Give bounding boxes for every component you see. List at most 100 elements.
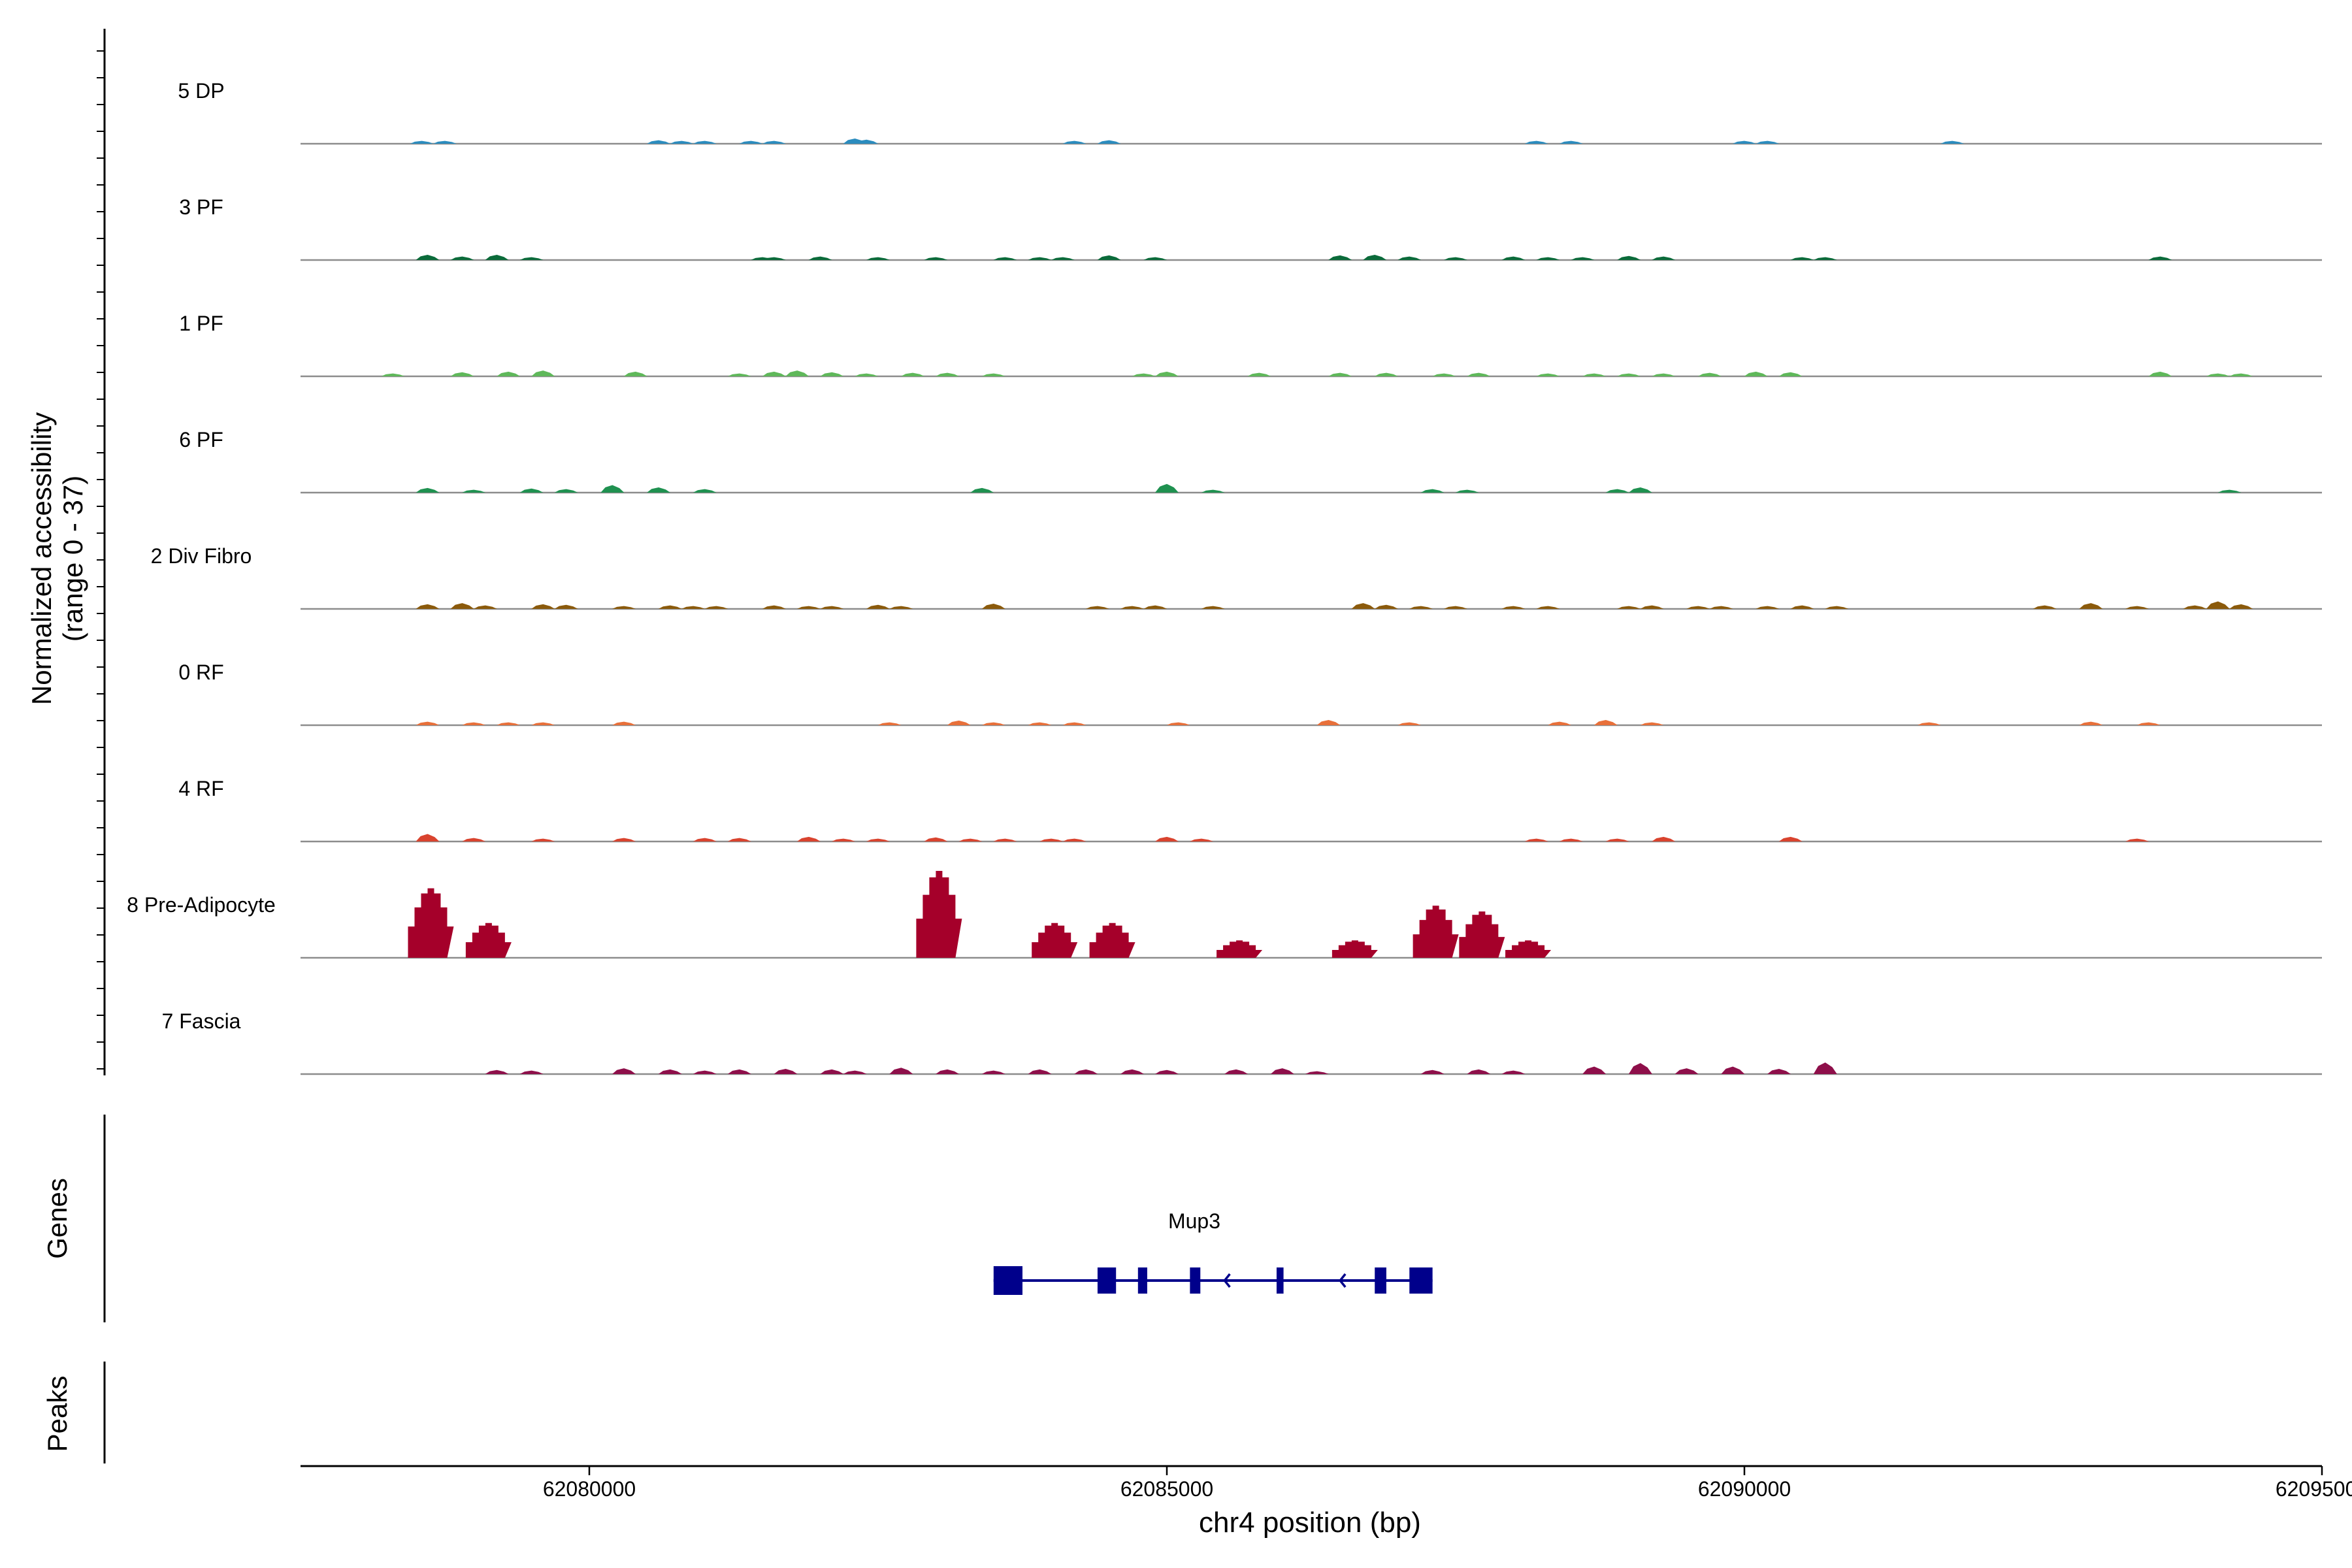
coverage-peak (410, 140, 434, 144)
coverage-peak (1593, 720, 1618, 725)
coverage-peak (1733, 140, 1756, 144)
coverage-peak (1917, 722, 1941, 725)
coverage-peak (1709, 606, 1733, 609)
coverage-peak (704, 606, 728, 609)
coverage-peak (1032, 923, 1078, 958)
strand-arrow (1338, 1273, 1347, 1288)
gene-exon (1409, 1267, 1433, 1294)
coverage-peak (519, 257, 544, 260)
track-4: 2 Div Fibro (151, 544, 2322, 610)
coverage-peak (1397, 256, 1422, 260)
coverage-peak (2033, 605, 2057, 609)
coverage-peak (612, 721, 636, 725)
coverage-peak (612, 1068, 636, 1074)
coverage-peak (1444, 606, 1467, 609)
coverage-peak (796, 606, 821, 609)
coverage-peak (1155, 483, 1179, 493)
coverage-peak (1316, 720, 1341, 725)
coverage-peak (1120, 606, 1144, 609)
track-label: 2 Div Fibro (151, 544, 252, 568)
track-3: 6 PF (179, 428, 2322, 494)
track-8: 7 Fascia (162, 1009, 2322, 1075)
coverage-peak (727, 838, 751, 841)
coverage-peak (1756, 140, 1780, 144)
coverage-peak (2148, 256, 2172, 260)
x-tick-label: 62090000 (1698, 1477, 1791, 1501)
coverage-peak (416, 487, 440, 493)
gene-exon (1190, 1267, 1201, 1294)
coverage-peak (408, 888, 454, 958)
gene-exon (1097, 1267, 1117, 1294)
coverage-peak (485, 1070, 509, 1074)
coverage-peak (1028, 722, 1052, 725)
coverage-peak (465, 923, 512, 958)
coverage-peak (1628, 487, 1652, 493)
coverage-peak (2229, 604, 2253, 609)
y-axis-title-line-1: Normalized accessibility (26, 412, 57, 705)
coverage-peak (1089, 923, 1135, 958)
coverage-peak (670, 140, 694, 144)
coverage-peak (1652, 836, 1676, 841)
coverage-peak (1721, 1066, 1745, 1074)
coverage-peak (1120, 1069, 1144, 1074)
coverage-peak (1640, 722, 1664, 725)
coverage-peak (623, 371, 647, 376)
track-5: 0 RF (178, 661, 2322, 727)
coverage-peak (866, 838, 890, 841)
coverage-peak (1524, 838, 1548, 841)
gene-model-mup3 (993, 1266, 1433, 1295)
coverage-peak (1413, 906, 1459, 958)
coverage-peak (2206, 601, 2230, 609)
coverage-peak (2217, 489, 2242, 493)
coverage-peak (1328, 372, 1352, 376)
coverage-peak (450, 603, 474, 609)
coverage-peak (1617, 606, 1641, 609)
coverage-peak (1217, 940, 1263, 958)
coverage-peak (647, 487, 671, 493)
coverage-peak (1432, 373, 1456, 376)
track-label: 5 DP (178, 79, 224, 103)
x-tick-label: 62080000 (543, 1477, 636, 1501)
coverage-peak (1132, 373, 1156, 376)
coverage-peak (2183, 605, 2207, 609)
coverage-peak (855, 139, 879, 144)
coverage-peak (497, 722, 521, 725)
coverage-peak (2148, 371, 2172, 376)
coverage-peak (1028, 257, 1052, 260)
coverage-peak (889, 606, 913, 609)
track-group: 5 DP 3 PF 1 PF 6 PF 2 Div Fibro 0 RF 4 RF 8 Pre… (127, 79, 2322, 1075)
coverage-peak (1363, 255, 1387, 260)
gene-exon (993, 1266, 1022, 1295)
coverage-peak (1097, 255, 1121, 260)
gene-exon (1137, 1267, 1147, 1294)
coverage-peak (1247, 372, 1271, 376)
coverage-peak (1501, 256, 1526, 260)
coverage-peak (658, 1069, 682, 1074)
coverage-peak (762, 605, 786, 609)
coverage-peak (433, 140, 457, 144)
coverage-peak (1778, 372, 1803, 376)
track-label: 8 Pre-Adipocyte (127, 893, 276, 917)
coverage-peak (981, 373, 1005, 376)
coverage-peak (1328, 255, 1352, 260)
coverage-peak (866, 604, 890, 609)
x-axis-title: chr4 position (bp) (1199, 1507, 1421, 1539)
coverage-peak (647, 140, 671, 144)
gene-exon (1375, 1267, 1386, 1294)
coverage-peak (462, 489, 486, 493)
coverage-peak (519, 488, 544, 493)
coverage-peak (958, 838, 983, 841)
coverage-peak (820, 606, 844, 609)
track-0: 5 DP (178, 79, 2322, 145)
coverage-peak (1467, 372, 1491, 376)
coverage-peak (785, 370, 809, 376)
coverage-peak (843, 1070, 867, 1074)
track-label: 1 PF (179, 312, 223, 335)
coverage-peak (866, 257, 890, 260)
coverage-peak (1825, 606, 1849, 609)
coverage-peak (693, 140, 717, 144)
coverage-peak (1062, 722, 1086, 725)
coverage-peak (762, 140, 786, 144)
coverage-peak (1155, 1070, 1179, 1074)
coverage-peak (473, 605, 497, 609)
